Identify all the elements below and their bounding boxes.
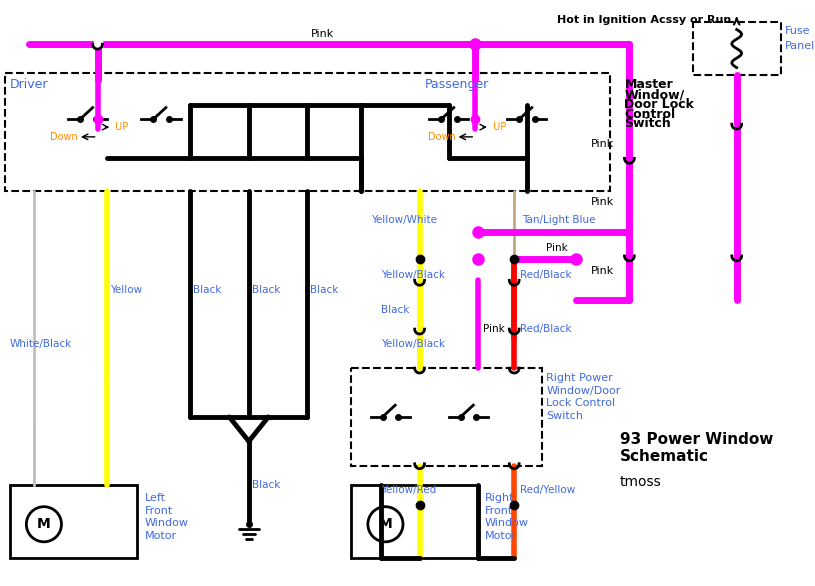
Text: Window/: Window/ xyxy=(624,88,685,101)
Text: Right: Right xyxy=(485,493,514,503)
Bar xyxy=(693,22,781,76)
Text: Right Power: Right Power xyxy=(546,373,613,383)
Text: Pink: Pink xyxy=(546,243,568,253)
Text: UP: UP xyxy=(490,122,506,132)
Text: Window: Window xyxy=(485,519,529,529)
Text: Tan/Light Blue: Tan/Light Blue xyxy=(522,215,596,225)
Text: Yellow/Black: Yellow/Black xyxy=(381,270,444,281)
Text: 93 Power Window
Schematic: 93 Power Window Schematic xyxy=(619,431,773,464)
Text: Fuse: Fuse xyxy=(785,26,810,36)
Text: Yellow/Black: Yellow/Black xyxy=(381,339,444,349)
Text: Driver: Driver xyxy=(10,79,48,91)
Text: Pink: Pink xyxy=(590,265,614,275)
Text: Left: Left xyxy=(144,493,165,503)
Text: Switch: Switch xyxy=(546,411,584,421)
Text: Control: Control xyxy=(624,108,676,121)
Text: Door Lock: Door Lock xyxy=(624,98,694,111)
Text: Red/Black: Red/Black xyxy=(520,270,571,281)
Text: M: M xyxy=(378,517,392,532)
Text: Yellow/White: Yellow/White xyxy=(371,215,437,225)
Text: Motor: Motor xyxy=(144,531,177,541)
Text: Hot in Ignition Acssy or Run: Hot in Ignition Acssy or Run xyxy=(557,15,731,25)
Text: Window: Window xyxy=(144,519,188,529)
Text: M: M xyxy=(37,517,51,532)
Text: Down: Down xyxy=(428,132,456,142)
Text: Black: Black xyxy=(252,285,280,295)
Text: Pink: Pink xyxy=(590,197,614,207)
Bar xyxy=(10,485,137,558)
Text: Down: Down xyxy=(51,132,78,142)
Text: Black: Black xyxy=(252,481,280,490)
Text: Yellow/Red: Yellow/Red xyxy=(381,485,436,495)
Bar xyxy=(5,73,610,190)
Text: Motor: Motor xyxy=(485,531,517,541)
Text: Window/Door: Window/Door xyxy=(546,386,621,396)
Text: Passenger: Passenger xyxy=(425,79,489,91)
Text: Black: Black xyxy=(381,305,409,315)
Bar xyxy=(351,485,478,558)
Text: Black: Black xyxy=(311,285,339,295)
Text: Master: Master xyxy=(624,79,673,91)
Text: Panel: Panel xyxy=(785,41,815,51)
Text: Yellow: Yellow xyxy=(110,285,143,295)
Text: Red/Yellow: Red/Yellow xyxy=(520,485,575,495)
Text: White/Black: White/Black xyxy=(10,339,72,349)
Text: Pink: Pink xyxy=(483,324,504,334)
Text: UP: UP xyxy=(112,122,129,132)
Text: Pink: Pink xyxy=(590,139,614,149)
Text: Lock Control: Lock Control xyxy=(546,398,615,408)
Bar xyxy=(351,368,541,466)
Text: Black: Black xyxy=(193,285,222,295)
Text: Front: Front xyxy=(144,506,173,516)
Text: Front: Front xyxy=(485,506,513,516)
Text: Pink: Pink xyxy=(311,29,333,39)
Text: Red/Black: Red/Black xyxy=(520,324,571,334)
Text: tmoss: tmoss xyxy=(619,475,661,489)
Text: Switch: Switch xyxy=(624,117,672,130)
